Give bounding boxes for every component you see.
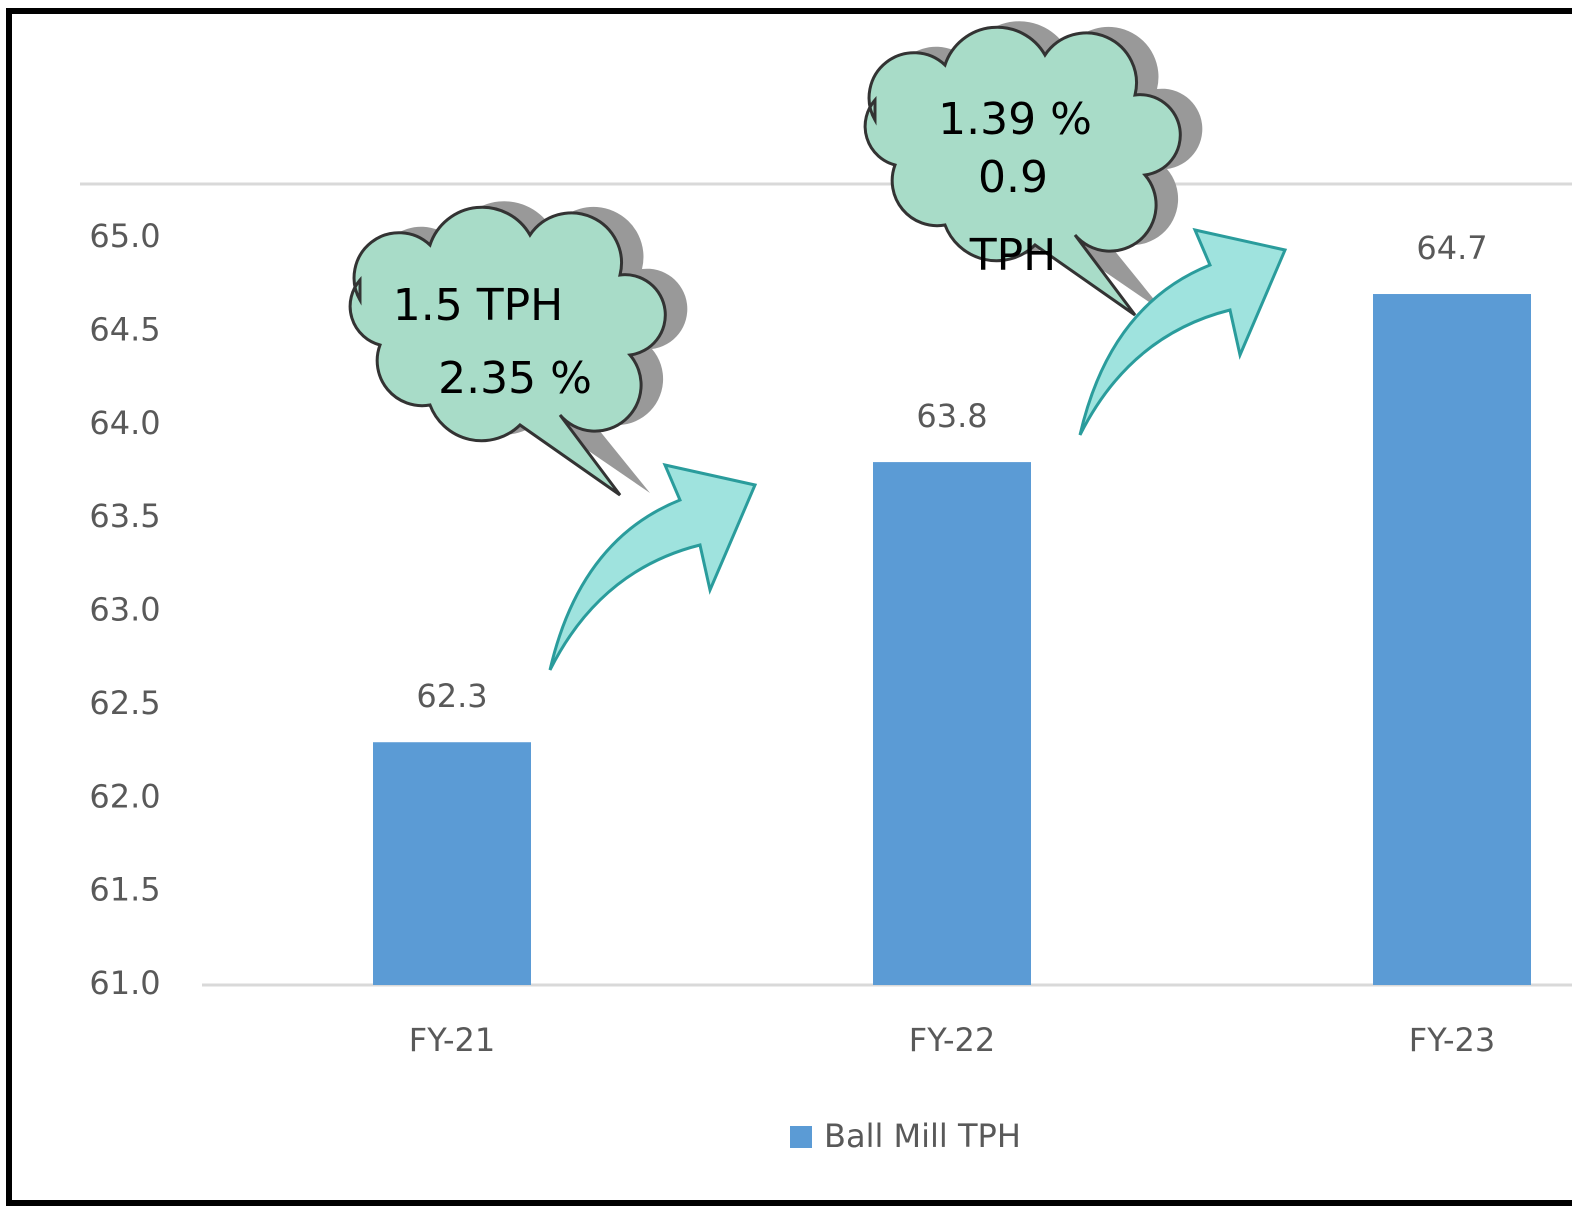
- annotation: 1.39 %: [938, 94, 1092, 145]
- data-label: 62.3: [416, 677, 487, 715]
- arrow: [1078, 227, 1288, 436]
- data-label: 63.8: [916, 397, 987, 435]
- legend-label: Ball Mill TPH: [824, 1117, 1021, 1155]
- y-tick-label: 62.0: [89, 777, 160, 815]
- y-tick-label: 62.5: [89, 684, 160, 722]
- bar: [873, 462, 1031, 986]
- y-tick-label: 61.0: [89, 964, 160, 1002]
- bar: [1373, 294, 1531, 985]
- annotation: 1.5 TPH: [393, 280, 563, 331]
- y-tick-label: 61.5: [89, 871, 160, 909]
- x-tick-label: FY-23: [1409, 1021, 1495, 1059]
- callout-2: [863, 21, 1203, 317]
- x-tick-label: FY-22: [909, 1021, 995, 1059]
- arrow: [548, 462, 758, 671]
- y-tick-label: 64.0: [89, 404, 160, 442]
- cloud: [863, 25, 1182, 317]
- annotation: 2.35 %: [438, 353, 592, 404]
- legend-swatch: [790, 1126, 812, 1148]
- plot: 61.0 61.5 62.0 62.5 63.0 63.5 64.0 64.5 65.0 FY-2…: [89, 217, 1572, 1155]
- x-tick-label: FY-21: [409, 1021, 495, 1059]
- callout-1: [348, 201, 758, 671]
- y-tick-label: 63.0: [89, 591, 160, 629]
- cloud: [348, 205, 667, 497]
- data-label: 64.7: [1416, 229, 1487, 267]
- bar: [373, 742, 531, 985]
- frame: [6, 8, 1572, 1206]
- annotation: TPH: [969, 230, 1057, 281]
- y-tick-label: 63.5: [89, 497, 160, 535]
- y-tick-label: 65.0: [89, 217, 160, 255]
- annotation: 0.9: [978, 152, 1048, 203]
- y-tick-label: 64.5: [89, 310, 160, 348]
